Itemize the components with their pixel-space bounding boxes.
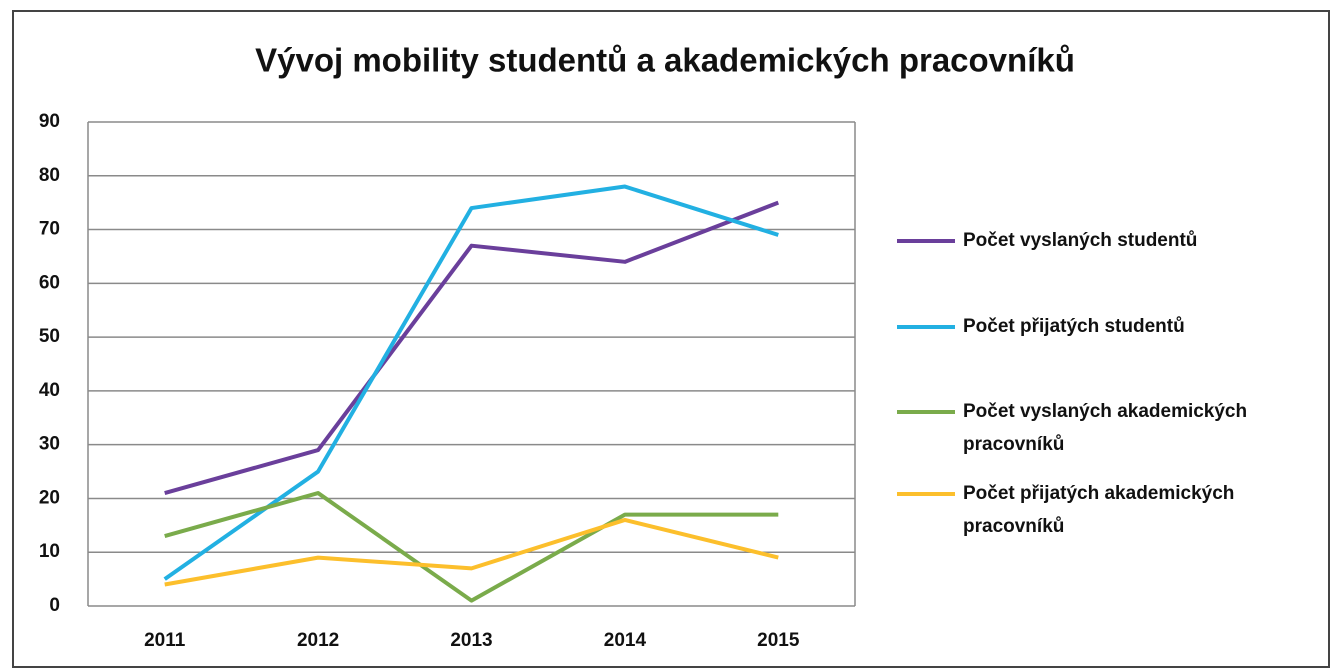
legend-label: Počet vyslaných akademických pracovníků [963,401,1248,455]
series-line [164,200,780,495]
x-tick-label: 2012 [297,630,339,651]
x-tick-label: 2015 [757,630,800,651]
legend-label: Počet přijatých studentů [963,316,1185,337]
y-tick-label: 40 [39,380,60,401]
legend-label: Počet přijatých akademických pracovníků [963,483,1235,537]
chart-title: Vývoj mobility studentů a akademických p… [255,42,1075,79]
y-tick-label: 70 [39,219,60,240]
y-tick-label: 50 [39,326,60,347]
y-tick-label: 90 [39,111,60,132]
y-tick-label: 0 [49,595,60,616]
y-tick-label: 60 [39,272,60,293]
x-tick-label: 2011 [144,630,186,651]
series-line [164,491,779,603]
y-tick-label: 80 [39,165,60,186]
series-line [164,517,779,587]
x-tick-label: 2013 [450,630,492,651]
legend-label: Počet vyslaných studentů [963,230,1198,251]
x-tick-label: 2014 [604,630,647,651]
y-tick-label: 10 [39,541,60,562]
y-tick-label: 30 [39,434,60,455]
chart-border [12,10,1330,668]
y-tick-label: 20 [39,487,60,508]
